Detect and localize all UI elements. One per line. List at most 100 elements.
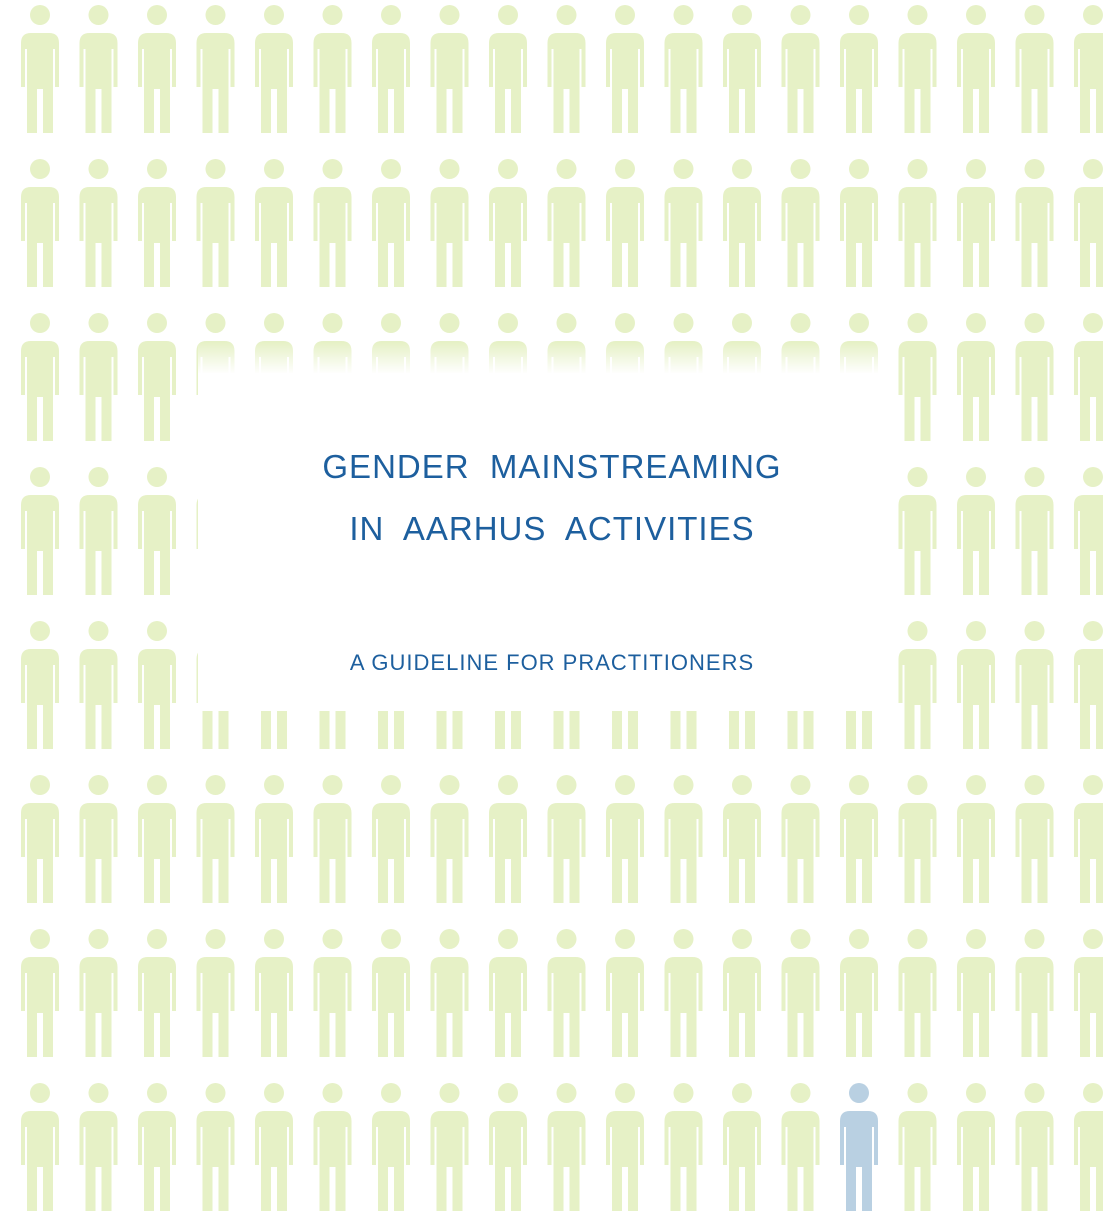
figure <box>21 159 59 287</box>
figure <box>899 929 937 1057</box>
figure <box>840 159 878 287</box>
figure <box>255 1083 293 1211</box>
figure <box>314 159 352 287</box>
figure <box>80 5 118 133</box>
page: GENDER MAINSTREAMING IN AARHUS ACTIVITIE… <box>0 0 1103 1229</box>
highlight-figure <box>840 1083 878 1211</box>
figure <box>782 1083 820 1211</box>
figure <box>899 5 937 133</box>
figure <box>489 5 527 133</box>
subtitle: A GUIDELINE FOR PRACTITIONERS <box>350 650 754 675</box>
figure <box>548 929 586 1057</box>
figure <box>1016 467 1054 595</box>
figure <box>80 467 118 595</box>
figure <box>255 159 293 287</box>
figure <box>957 1083 995 1211</box>
figure <box>840 775 878 903</box>
figure <box>21 467 59 595</box>
figure <box>431 1083 469 1211</box>
figure <box>665 775 703 903</box>
figure <box>665 159 703 287</box>
figure <box>138 1083 176 1211</box>
figure <box>840 5 878 133</box>
figure <box>431 775 469 903</box>
figure <box>197 1083 235 1211</box>
figure <box>665 929 703 1057</box>
figure <box>80 929 118 1057</box>
figure <box>606 775 644 903</box>
figure <box>314 5 352 133</box>
figure <box>255 5 293 133</box>
figure <box>782 159 820 287</box>
figure <box>197 929 235 1057</box>
figure <box>1016 775 1054 903</box>
figure <box>80 313 118 441</box>
figure <box>1074 159 1103 287</box>
figure <box>80 775 118 903</box>
figure <box>782 929 820 1057</box>
figure <box>372 1083 410 1211</box>
figure <box>138 5 176 133</box>
figure <box>21 5 59 133</box>
figure <box>723 1083 761 1211</box>
figure <box>1074 313 1103 441</box>
figure <box>957 467 995 595</box>
figure <box>957 313 995 441</box>
figure <box>197 159 235 287</box>
figure <box>314 775 352 903</box>
figure <box>372 159 410 287</box>
figure <box>1074 929 1103 1057</box>
figure <box>1016 1083 1054 1211</box>
cover: GENDER MAINSTREAMING IN AARHUS ACTIVITIE… <box>0 0 1103 1229</box>
figure <box>372 929 410 1057</box>
figure <box>782 5 820 133</box>
figure <box>314 929 352 1057</box>
figure <box>723 929 761 1057</box>
figure <box>1016 621 1054 749</box>
figure <box>21 929 59 1057</box>
figure <box>372 5 410 133</box>
figure <box>606 1083 644 1211</box>
figure <box>489 775 527 903</box>
figure <box>21 313 59 441</box>
figure <box>1016 313 1054 441</box>
figure <box>723 5 761 133</box>
figure <box>21 775 59 903</box>
figure <box>899 621 937 749</box>
figure <box>957 5 995 133</box>
figure <box>957 621 995 749</box>
figure <box>80 621 118 749</box>
figure <box>957 929 995 1057</box>
figure <box>1074 621 1103 749</box>
figure <box>1016 5 1054 133</box>
figure <box>21 1083 59 1211</box>
figure <box>138 775 176 903</box>
figure <box>899 159 937 287</box>
figure <box>1074 1083 1103 1211</box>
figure <box>723 159 761 287</box>
figure <box>138 621 176 749</box>
figure <box>548 5 586 133</box>
figure <box>782 775 820 903</box>
title-line: IN AARHUS ACTIVITIES <box>349 510 754 547</box>
figure <box>548 775 586 903</box>
figure <box>255 775 293 903</box>
figure <box>606 5 644 133</box>
figure <box>489 929 527 1057</box>
figure <box>138 159 176 287</box>
figure <box>665 5 703 133</box>
figure <box>1016 159 1054 287</box>
figure <box>138 313 176 441</box>
figure <box>80 1083 118 1211</box>
figure <box>1074 775 1103 903</box>
figure <box>1074 5 1103 133</box>
figure <box>431 5 469 133</box>
figure <box>138 467 176 595</box>
figure <box>489 1083 527 1211</box>
figure <box>431 929 469 1057</box>
figure <box>665 1083 703 1211</box>
figure <box>431 159 469 287</box>
figure <box>548 1083 586 1211</box>
figure <box>197 775 235 903</box>
figure <box>606 159 644 287</box>
